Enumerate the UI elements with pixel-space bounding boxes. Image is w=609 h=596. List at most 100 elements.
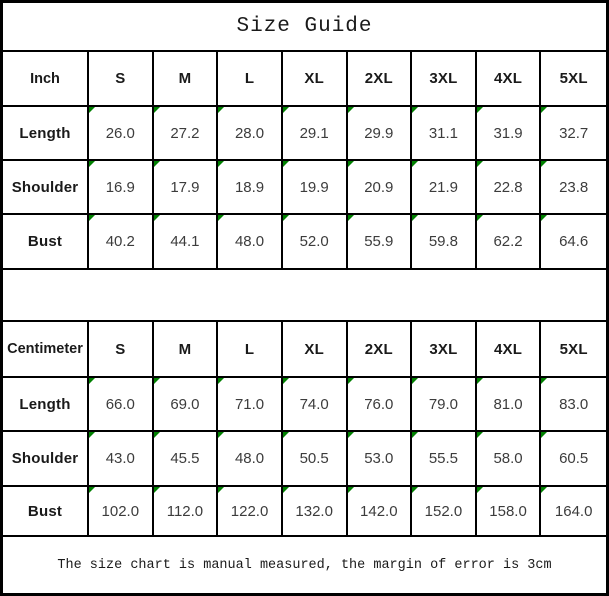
size-header-cell: XL: [282, 322, 348, 378]
measurement-value-cell: 142.0: [347, 487, 413, 537]
size-header-cell-text: XL: [304, 70, 324, 87]
measurement-value-cell-text: 17.9: [170, 178, 200, 196]
measurement-value-cell: 81.0: [476, 378, 542, 432]
green-corner-marker-icon: [218, 487, 225, 493]
measurement-value-cell-text: 76.0: [364, 395, 394, 413]
green-corner-marker-icon: [476, 215, 483, 221]
green-corner-marker-icon: [89, 107, 95, 113]
measurement-value-cell-text: 55.5: [428, 450, 459, 467]
size-header-cell: 4XL: [476, 52, 542, 107]
green-corner-marker-icon: [218, 378, 225, 384]
measurement-value-cell: 158.0: [476, 487, 542, 537]
measurement-value-cell-text: 132.0: [295, 502, 333, 520]
measurement-value-cell: 23.8: [541, 161, 606, 215]
green-corner-marker-icon: [282, 432, 289, 438]
measure-label-cell-text: Bust: [27, 502, 63, 520]
green-corner-marker-icon: [476, 161, 483, 167]
measurement-value-cell: 31.9: [476, 107, 542, 161]
measurement-value-cell-text: 28.0: [234, 124, 265, 142]
green-corner-marker-icon: [218, 432, 225, 438]
measurement-value-cell: 27.2: [153, 107, 219, 161]
unit-header-cell-text: Centimeter: [7, 341, 83, 357]
green-corner-marker-icon: [282, 215, 289, 221]
green-corner-marker-icon: [218, 107, 225, 113]
green-corner-marker-icon: [282, 378, 289, 384]
green-corner-marker-icon: [153, 161, 160, 167]
green-corner-marker-icon: [412, 161, 419, 167]
size-header-cell: 2XL: [347, 322, 413, 378]
size-header-cell-text: 3XL: [429, 340, 458, 358]
size-header-cell-text: 2XL: [364, 70, 393, 87]
measurement-value-cell-text: 32.7: [559, 124, 589, 142]
measurement-value-cell-text: 158.0: [489, 502, 527, 520]
measurement-value-cell-text: 48.0: [234, 450, 265, 467]
green-corner-marker-icon: [218, 161, 225, 167]
size-header-cell-text: M: [178, 70, 192, 87]
size-header-cell-text: L: [244, 70, 255, 87]
green-corner-marker-icon: [89, 215, 95, 221]
table-spacer-row: [3, 270, 606, 322]
measurement-value-cell-text: 27.2: [170, 124, 200, 142]
measure-label-cell-text: Shoulder: [11, 178, 79, 196]
measure-label-cell-text: Shoulder: [11, 450, 79, 467]
green-corner-marker-icon: [476, 432, 483, 438]
size-header-cell: S: [89, 52, 154, 107]
green-corner-marker-icon: [412, 215, 419, 221]
size-header-cell-text: S: [115, 70, 126, 87]
measurement-value-cell-text: 122.0: [230, 502, 269, 520]
measurement-value-cell-text: 44.1: [170, 233, 200, 250]
measurement-value-cell: 62.2: [476, 215, 542, 270]
measurement-value-cell: 122.0: [218, 487, 283, 537]
measurement-value-cell-text: 58.0: [493, 450, 523, 467]
measurement-value-cell: 60.5: [541, 432, 606, 487]
green-corner-marker-icon: [541, 107, 548, 113]
green-corner-marker-icon: [476, 378, 483, 384]
size-header-cell-text: 5XL: [559, 340, 588, 358]
green-corner-marker-icon: [412, 487, 419, 493]
size-header-cell-text: M: [178, 340, 192, 358]
measurement-value-cell-text: 52.0: [299, 233, 329, 250]
green-corner-marker-icon: [153, 432, 160, 438]
green-corner-marker-icon: [347, 107, 354, 113]
green-corner-marker-icon: [89, 432, 95, 438]
size-header-cell-text: XL: [304, 340, 324, 358]
measurement-value-cell-text: 112.0: [166, 502, 204, 520]
measurement-value-cell: 29.1: [282, 107, 348, 161]
green-corner-marker-icon: [347, 215, 354, 221]
measurement-value-cell: 76.0: [347, 378, 413, 432]
size-header-cell: 2XL: [347, 52, 413, 107]
size-header-cell: S: [89, 322, 154, 378]
size-header-cell: L: [218, 52, 283, 107]
measurement-value-cell: 74.0: [282, 378, 348, 432]
green-corner-marker-icon: [153, 378, 160, 384]
measurement-value-cell: 132.0: [282, 487, 348, 537]
measurement-value-cell-text: 83.0: [559, 395, 589, 413]
measurement-value-cell: 44.1: [153, 215, 219, 270]
measurement-value-cell-text: 50.5: [299, 450, 329, 467]
size-header-cell: L: [218, 322, 283, 378]
green-corner-marker-icon: [89, 161, 95, 167]
measurement-value-cell: 69.0: [153, 378, 219, 432]
measurement-value-cell: 53.0: [347, 432, 413, 487]
measurement-value-cell-text: 102.0: [101, 502, 140, 520]
measurement-value-cell-text: 19.9: [299, 178, 329, 196]
measurement-value-cell: 58.0: [476, 432, 542, 487]
measurement-value-cell-text: 152.0: [424, 502, 463, 520]
measurement-value-cell-text: 69.0: [170, 395, 200, 413]
size-header-cell: 4XL: [476, 322, 542, 378]
measurement-value-cell: 32.7: [541, 107, 606, 161]
measurement-value-cell-text: 64.6: [559, 233, 589, 250]
measurement-value-cell-text: 71.0: [234, 395, 265, 413]
green-corner-marker-icon: [476, 487, 483, 493]
measurement-value-cell: 22.8: [476, 161, 542, 215]
green-corner-marker-icon: [541, 378, 548, 384]
measurement-value-cell-text: 18.9: [234, 178, 265, 196]
size-table-centimeter: Centimeter S M L XL 2XL 3XL 4XL 5XL Length 66.0 69.…: [3, 322, 606, 537]
measurement-value-cell: 52.0: [282, 215, 348, 270]
green-corner-marker-icon: [476, 107, 483, 113]
measurement-value-cell-text: 22.8: [493, 178, 523, 196]
measurement-value-cell: 102.0: [89, 487, 154, 537]
measurement-value-cell-text: 40.2: [105, 233, 135, 250]
measurement-value-cell: 45.5: [153, 432, 219, 487]
size-header-cell-text: 3XL: [429, 70, 458, 87]
